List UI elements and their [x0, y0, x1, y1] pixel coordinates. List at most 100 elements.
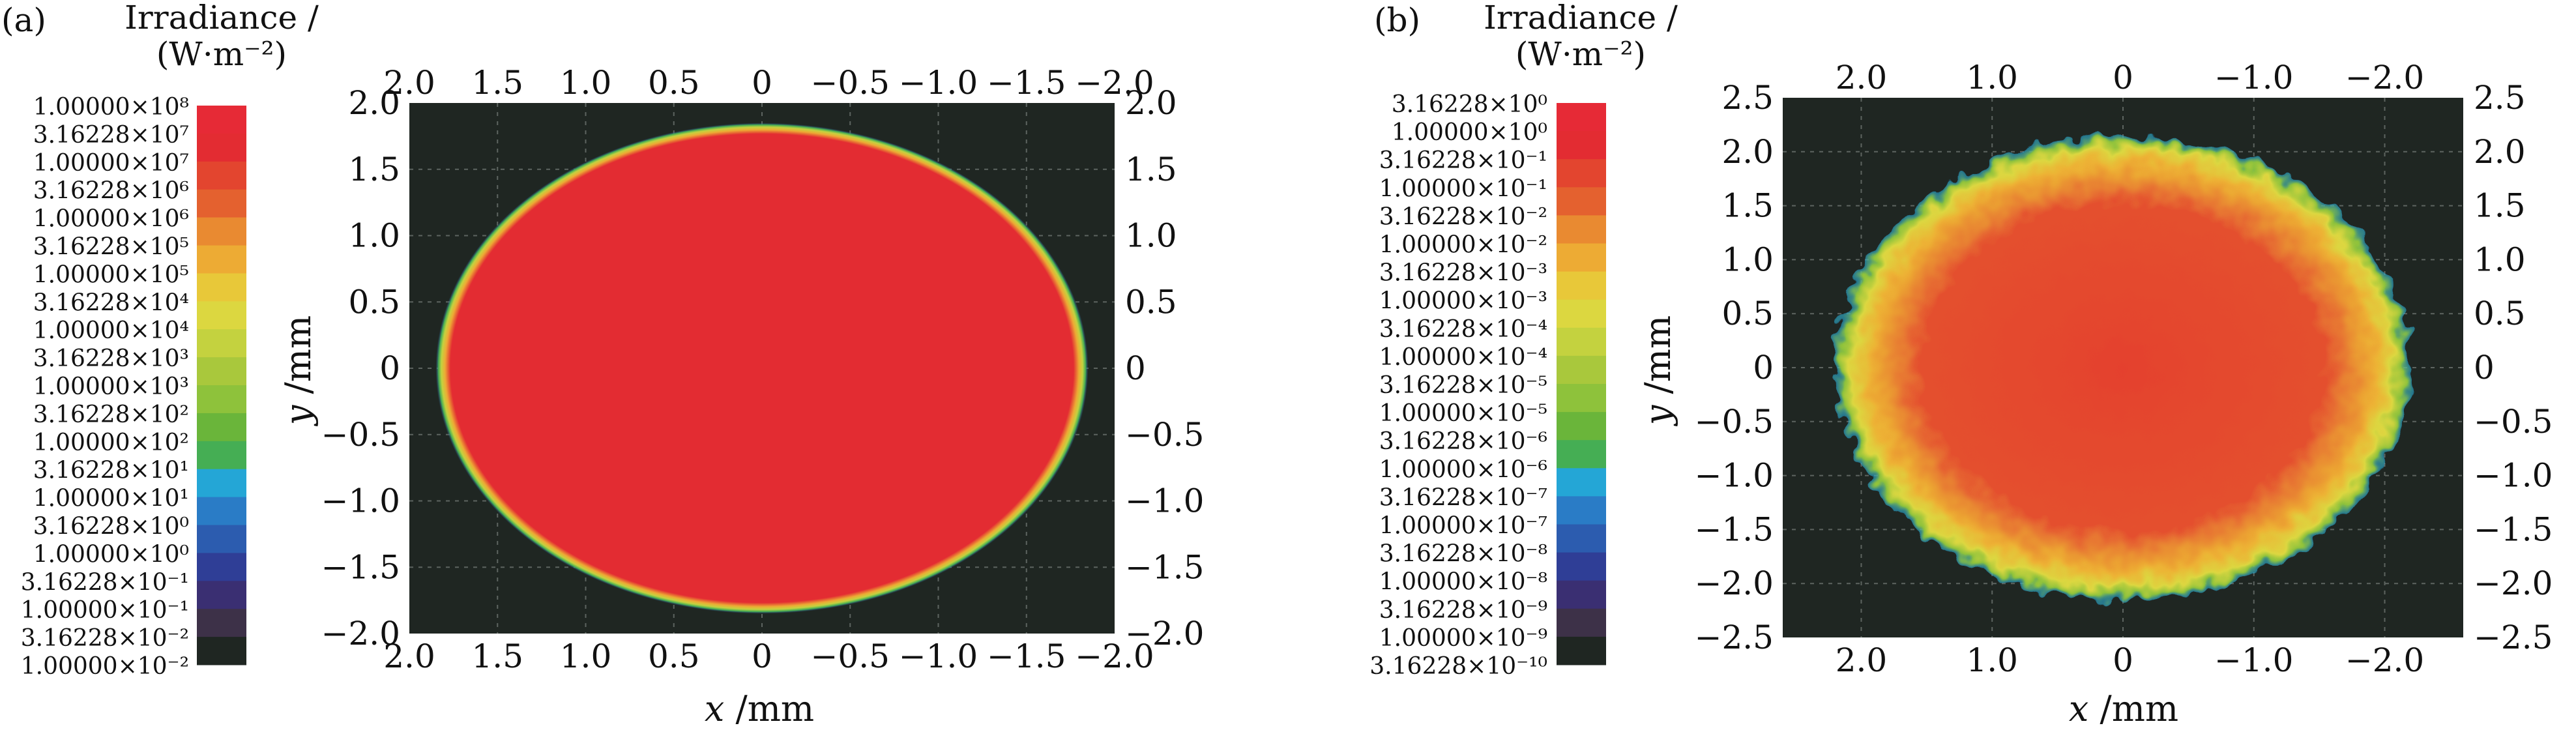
y-tick-right-b-7: −1.0: [2474, 457, 2553, 495]
colorbar-label-a-9: 3.16228×10³: [33, 345, 189, 372]
colorbar-label-b-7: 1.00000×10⁻³: [1379, 288, 1547, 315]
colorbar-block-b-3: [1557, 187, 1606, 216]
colorbar-label-b-18: 3.16228×10⁻⁹: [1379, 597, 1547, 624]
colorbar-block-a-7: [197, 301, 246, 330]
colorbar-block-b-16: [1557, 552, 1606, 581]
colorbar-title-a-line1: Irradiance /: [124, 0, 319, 36]
y-tick-left-a-5: −0.5: [321, 416, 400, 454]
y-tick-right-b-2: 1.5: [2474, 187, 2526, 225]
colorbar-label-a-13: 3.16228×10¹: [33, 458, 189, 484]
colorbar-labels-b: 3.16228×10⁰1.00000×10⁰3.16228×10⁻¹1.0000…: [1369, 91, 1547, 680]
y-tick-right-b-3: 1.0: [2474, 241, 2526, 278]
x-tick-top-b-2: 0: [2113, 59, 2133, 96]
y-tick-left-b-5: 0: [1753, 349, 1774, 387]
colorbar-block-b-9: [1557, 355, 1606, 385]
y-tick-left-b-10: −2.5: [1695, 619, 1774, 656]
colorbar-block-a-19: [197, 637, 246, 665]
colorbar-label-a-18: 1.00000×10⁻¹: [21, 597, 189, 624]
y-tick-right-a-1: 1.5: [1125, 151, 1177, 188]
x-tick-bottom-b-3: −1.0: [2214, 641, 2293, 679]
colorbar-label-b-19: 1.00000×10⁻⁹: [1379, 625, 1547, 652]
y-tick-right-b-6: −0.5: [2474, 403, 2553, 441]
colorbar-label-b-13: 1.00000×10⁻⁶: [1379, 456, 1547, 483]
colorbar-block-b-12: [1557, 440, 1606, 469]
panel-b: (b) Irradiance / (W·m⁻²) 3.16228×10⁰1.00…: [1369, 0, 2553, 729]
x-tick-top-a-8: −2.0: [1075, 64, 1154, 102]
colorbar-label-b-9: 1.00000×10⁻⁴: [1379, 344, 1547, 371]
colorbar-block-a-15: [197, 525, 246, 553]
colorbar-block-b-19: [1557, 636, 1606, 665]
colorbar-b: [1557, 103, 1606, 665]
colorbar-block-b-17: [1557, 580, 1606, 609]
y-tick-right-a-0: 2.0: [1125, 84, 1177, 122]
x-tick-bottom-a-5: −0.5: [811, 637, 890, 675]
colorbar-block-a-2: [197, 161, 246, 190]
panel-a: (a) Irradiance / (W·m⁻²) 1.00000×10⁸3.16…: [1, 0, 1204, 729]
x-tick-top-a-0: 2.0: [383, 64, 435, 102]
colorbar-label-b-5: 1.00000×10⁻²: [1379, 232, 1547, 259]
y-tick-right-b-10: −2.5: [2474, 619, 2553, 656]
y-tick-left-b-2: 1.5: [1721, 187, 1774, 225]
colorbar-block-a-10: [197, 385, 246, 414]
colorbar-label-a-12: 1.00000×10²: [33, 430, 189, 456]
colorbar-label-a-2: 1.00000×10⁷: [33, 150, 189, 177]
colorbar-block-b-4: [1557, 215, 1606, 244]
panel-label-b: (b): [1374, 1, 1420, 39]
colorbar-label-a-7: 3.16228×10⁴: [33, 289, 189, 316]
x-tick-top-a-6: −1.0: [899, 64, 978, 102]
y-tick-right-b-5: 0: [2474, 349, 2495, 387]
colorbar-block-b-14: [1557, 496, 1606, 525]
y-tick-right-a-5: −0.5: [1125, 416, 1204, 454]
colorbar-block-a-9: [197, 357, 246, 386]
colorbar-label-a-6: 1.00000×10⁵: [33, 261, 189, 288]
y-axis-label-a: y /mm: [278, 315, 319, 426]
x-tick-top-b-0: 2.0: [1836, 59, 1888, 96]
colorbar-label-a-20: 1.00000×10⁻²: [21, 653, 189, 680]
x-tick-top-a-3: 0.5: [648, 64, 700, 102]
y-tick-left-a-7: −1.5: [321, 548, 400, 586]
colorbar-label-b-15: 1.00000×10⁻⁷: [1379, 513, 1547, 540]
y-tick-left-a-6: −1.0: [321, 482, 400, 520]
colorbar-block-a-3: [197, 189, 246, 218]
colorbar-block-a-4: [197, 217, 246, 246]
x-tick-bottom-a-7: −1.5: [987, 637, 1066, 675]
colorbar-label-a-10: 1.00000×10³: [33, 373, 189, 400]
y-axis-label-b: y /mm: [1637, 315, 1678, 426]
colorbar-label-b-20: 3.16228×10⁻¹⁰: [1369, 653, 1547, 680]
colorbar-label-b-17: 1.00000×10⁻⁸: [1379, 569, 1547, 596]
y-tick-left-a-8: −2.0: [321, 615, 400, 652]
colorbar-title-b-line1: Irradiance /: [1484, 0, 1678, 36]
colorbar-title-a-line2: (W·m⁻²): [156, 35, 287, 73]
y-tick-right-a-8: −2.0: [1125, 615, 1204, 652]
y-tick-left-a-1: 1.5: [348, 151, 400, 188]
x-tick-bottom-a-0: 2.0: [383, 637, 435, 675]
colorbar-block-a-11: [197, 413, 246, 442]
x-tick-bottom-a-8: −2.0: [1075, 637, 1154, 675]
x-ticks-top-a: 2.0 1.5 1.0 0.5 0 −0.5 −1.0 −1.5 −2.0: [383, 64, 1154, 102]
colorbar-label-a-8: 1.00000×10⁴: [33, 317, 189, 344]
y-tick-right-a-4: 0: [1125, 349, 1146, 387]
colorbar-block-a-5: [197, 245, 246, 274]
colorbar-label-b-0: 3.16228×10⁰: [1392, 91, 1547, 118]
y-tick-right-a-3: 0.5: [1125, 283, 1177, 321]
colorbar-block-a-14: [197, 497, 246, 525]
colorbar-block-b-10: [1557, 384, 1606, 413]
y-tick-left-b-0: 2.5: [1721, 79, 1774, 117]
colorbar-block-b-13: [1557, 468, 1606, 497]
x-ticks-bottom-a: 2.0 1.5 1.0 0.5 0 −0.5 −1.0 −1.5 −2.0: [383, 637, 1154, 675]
colorbar-block-b-8: [1557, 327, 1606, 357]
colorbar-label-a-15: 3.16228×10⁰: [33, 514, 189, 540]
y-tick-right-a-7: −1.5: [1125, 548, 1204, 586]
y-tick-left-b-3: 1.0: [1721, 241, 1774, 278]
y-ticks-right-a: 2.0 1.5 1.0 0.5 0 −0.5 −1.0 −1.5 −2.0: [1125, 84, 1204, 652]
y-tick-right-a-2: 1.0: [1125, 217, 1177, 255]
colorbar-block-a-0: [197, 106, 246, 134]
colorbar-label-a-17: 3.16228×10⁻¹: [21, 569, 189, 596]
panel-label-a: (a): [1, 1, 46, 39]
x-tick-bottom-a-2: 1.0: [560, 637, 612, 675]
y-ticks-left-a: 2.0 1.5 1.0 0.5 0 −0.5 −1.0 −1.5 −2.0: [321, 84, 400, 652]
colorbar-block-b-6: [1557, 271, 1606, 300]
colorbar-label-a-1: 3.16228×10⁷: [33, 122, 189, 149]
y-tick-right-b-8: −1.5: [2474, 510, 2553, 548]
